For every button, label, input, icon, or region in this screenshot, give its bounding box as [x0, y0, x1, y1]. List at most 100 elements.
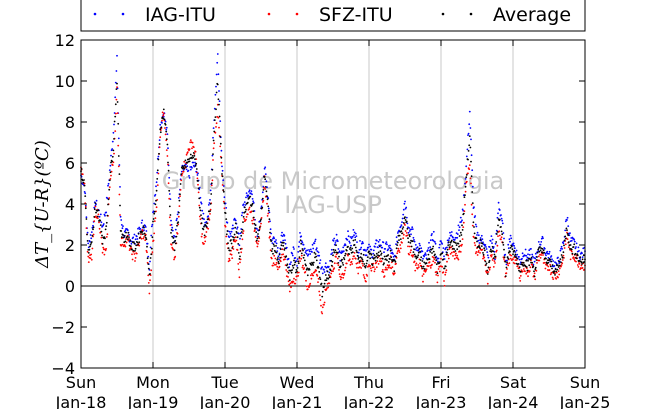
data-point: [164, 133, 167, 136]
data-point: [203, 225, 205, 228]
legend-marker: [469, 12, 473, 16]
data-point: [327, 265, 330, 268]
data-point: [397, 247, 400, 250]
data-point: [323, 303, 325, 306]
data-point: [434, 241, 436, 243]
data-point: [494, 262, 496, 264]
data-point: [511, 248, 514, 251]
data-point: [453, 251, 456, 254]
data-point: [509, 246, 512, 249]
data-point: [290, 261, 292, 263]
data-point: [200, 222, 203, 225]
data-point: [408, 253, 411, 256]
data-point: [492, 266, 495, 268]
data-point: [577, 246, 580, 249]
data-point: [86, 233, 88, 236]
data-point: [311, 243, 314, 246]
data-point: [364, 266, 367, 269]
data-point: [375, 261, 378, 264]
data-point: [159, 128, 162, 131]
data-point: [535, 269, 538, 272]
data-point: [108, 186, 111, 189]
data-point: [347, 245, 349, 248]
data-point: [521, 270, 524, 273]
data-point: [401, 232, 403, 235]
data-point: [431, 233, 433, 235]
data-point: [503, 256, 506, 259]
data-point: [527, 253, 529, 256]
data-point: [562, 242, 565, 245]
data-point: [201, 233, 204, 235]
data-point: [438, 270, 441, 273]
data-point: [319, 259, 322, 261]
data-point: [228, 249, 231, 252]
data-point: [498, 209, 501, 211]
data-point: [261, 191, 264, 194]
data-point: [157, 155, 160, 158]
data-point: [377, 240, 380, 243]
data-point: [279, 260, 282, 263]
data-point: [489, 240, 492, 242]
data-point: [378, 254, 381, 257]
data-point: [170, 243, 173, 246]
data-point: [429, 251, 432, 253]
data-point: [409, 242, 412, 244]
grid: [152, 40, 514, 368]
data-point: [558, 260, 561, 263]
data-point: [461, 224, 463, 227]
data-point: [470, 160, 472, 163]
data-point: [506, 261, 508, 264]
data-point: [474, 215, 477, 217]
data-point: [581, 258, 584, 261]
data-point: [257, 235, 260, 238]
x-tick-label-date: Jan-20: [199, 393, 251, 409]
data-point: [263, 167, 266, 170]
data-point: [492, 250, 495, 253]
data-point: [137, 227, 139, 230]
data-point: [560, 264, 563, 266]
data-point: [374, 268, 376, 270]
data-point: [230, 242, 233, 245]
data-point: [513, 245, 516, 247]
data-point: [302, 249, 304, 252]
data-point: [133, 233, 136, 236]
data-point: [532, 265, 535, 267]
data-point: [287, 266, 289, 269]
watermark-line-2: IAG-USP: [284, 191, 382, 219]
data-point: [268, 218, 271, 221]
data-point: [393, 272, 396, 275]
data-point: [408, 235, 411, 238]
data-point: [266, 215, 269, 217]
data-point: [317, 266, 320, 269]
x-tick-label-day: Mon: [136, 373, 170, 392]
data-point: [255, 242, 258, 244]
data-point: [317, 281, 319, 283]
data-point: [533, 260, 536, 263]
data-point: [575, 260, 577, 263]
data-point: [124, 245, 127, 248]
data-point: [429, 239, 432, 242]
data-point: [428, 261, 431, 263]
data-point: [549, 273, 552, 276]
data-point: [454, 254, 457, 257]
data-point: [423, 255, 426, 258]
data-point: [174, 242, 177, 245]
data-point: [484, 260, 487, 263]
x-tick-label-date: Jan-23: [415, 393, 467, 409]
data-point: [513, 247, 516, 250]
data-point: [569, 244, 572, 246]
data-point: [153, 232, 156, 235]
data-point: [207, 218, 210, 221]
data-point: [471, 213, 474, 216]
data-point: [557, 270, 560, 272]
data-point: [564, 237, 567, 240]
data-point: [194, 161, 196, 164]
data-point: [507, 264, 510, 267]
data-point: [209, 213, 211, 215]
data-point: [275, 245, 277, 247]
data-point: [377, 251, 380, 254]
data-point: [387, 266, 390, 269]
data-point: [345, 249, 348, 252]
data-point: [191, 141, 194, 144]
data-point: [230, 235, 232, 238]
